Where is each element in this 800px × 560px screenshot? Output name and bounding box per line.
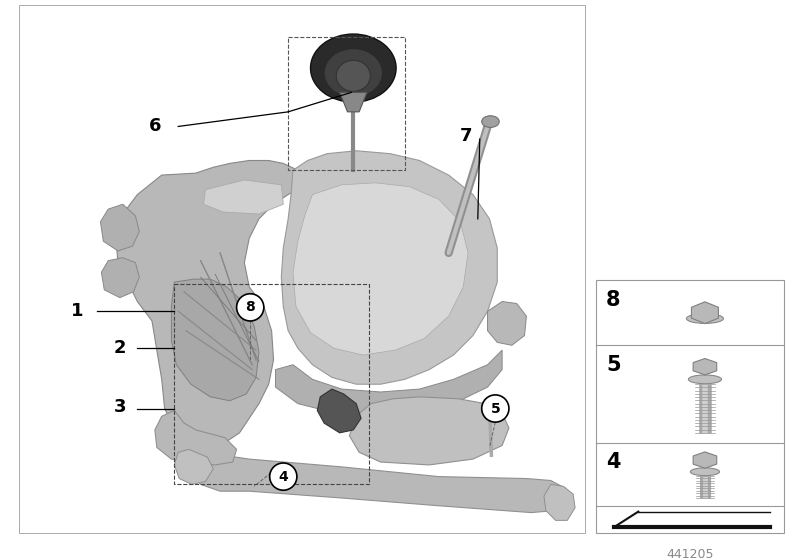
Ellipse shape (686, 314, 723, 324)
Polygon shape (350, 397, 509, 465)
Polygon shape (203, 180, 283, 214)
Circle shape (482, 395, 509, 422)
Ellipse shape (482, 116, 499, 128)
Polygon shape (275, 350, 502, 416)
Ellipse shape (688, 375, 722, 384)
Polygon shape (102, 258, 139, 297)
Polygon shape (693, 452, 717, 468)
Ellipse shape (324, 49, 382, 97)
Text: 1: 1 (71, 302, 83, 320)
Text: 2: 2 (114, 339, 126, 357)
Polygon shape (101, 204, 139, 251)
Bar (174, 284, 369, 484)
Polygon shape (174, 449, 214, 484)
Ellipse shape (336, 60, 370, 91)
Text: 8: 8 (246, 300, 255, 314)
Text: 7: 7 (460, 127, 472, 145)
Circle shape (237, 294, 264, 321)
Text: 5: 5 (490, 402, 500, 416)
Polygon shape (693, 358, 717, 375)
Circle shape (270, 463, 297, 490)
Ellipse shape (690, 468, 719, 475)
Polygon shape (155, 410, 237, 465)
Text: 441205: 441205 (666, 548, 714, 560)
Text: 3: 3 (114, 398, 126, 416)
Bar (18, 5, 585, 533)
Polygon shape (318, 389, 361, 433)
Bar (597, 280, 784, 533)
Ellipse shape (310, 34, 396, 102)
Text: 8: 8 (606, 290, 621, 310)
Polygon shape (171, 279, 259, 401)
Text: 4: 4 (606, 452, 621, 472)
Polygon shape (293, 183, 468, 355)
Bar (288, 37, 405, 170)
Polygon shape (191, 447, 567, 512)
Polygon shape (691, 302, 718, 324)
Text: 4: 4 (278, 470, 288, 484)
Text: 5: 5 (606, 355, 621, 375)
Text: 6: 6 (149, 118, 161, 136)
Polygon shape (282, 151, 498, 384)
Polygon shape (487, 301, 526, 346)
Polygon shape (116, 161, 298, 447)
Polygon shape (340, 92, 367, 112)
Polygon shape (544, 484, 575, 520)
